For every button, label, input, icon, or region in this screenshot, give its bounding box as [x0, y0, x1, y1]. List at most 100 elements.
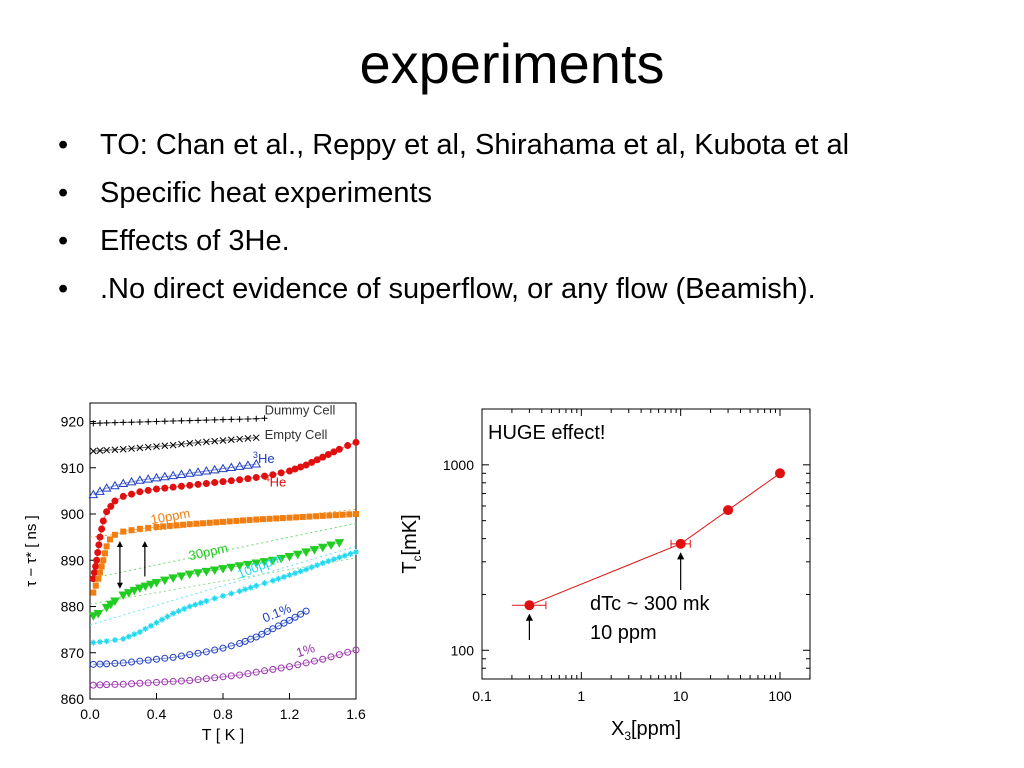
data-point [277, 664, 285, 672]
left-chart: 0.0 0.4 0.8 1.2 1.6 860 870 880 890 900 910 920 T [ … [23, 402, 366, 744]
data-point [98, 563, 105, 570]
data-point [153, 655, 160, 663]
data-point [159, 471, 170, 481]
data-point [103, 660, 111, 668]
bullet-text: Effects of 3He. [100, 225, 290, 257]
data-point [135, 475, 145, 484]
right-chart: 0.1 1 10 100 100 1000 X3[ppm] Tc[mK] HUGE effect… [399, 408, 811, 743]
data-point [306, 513, 313, 520]
data-point [101, 483, 112, 492]
data-point [202, 648, 210, 656]
data-point [120, 419, 127, 426]
data-point [119, 680, 127, 688]
data-point [325, 558, 332, 565]
series-label-superscript: 3 [253, 450, 258, 460]
data-point [259, 558, 270, 567]
data-point [211, 646, 219, 654]
data-point [103, 508, 111, 516]
data-point [339, 511, 346, 518]
data-point [327, 653, 335, 661]
data-point [326, 541, 336, 550]
data-point [184, 570, 195, 580]
y-tick-label: 900 [61, 506, 85, 522]
data-point [145, 418, 152, 425]
data-point [136, 488, 144, 496]
data-point [203, 597, 210, 604]
data-point [219, 478, 227, 486]
x-tick-label: 1.2 [280, 706, 300, 722]
data-point [128, 658, 136, 666]
series-4He: 4He [89, 438, 360, 583]
data-point [228, 416, 235, 423]
data-point [261, 580, 268, 587]
data-point [353, 511, 359, 517]
data-point [103, 446, 110, 454]
data-point [111, 659, 119, 667]
data-point [186, 417, 193, 424]
data-point [111, 497, 119, 505]
series-30ppm: 30ppm [88, 539, 345, 621]
series-Dummy-Cell: Dummy Cell [90, 403, 335, 427]
data-point [675, 538, 686, 549]
data-point [313, 456, 321, 464]
y-axis-label-rest: [mK] [399, 514, 421, 555]
data-point [194, 676, 202, 684]
data-point [261, 415, 268, 422]
data-point [99, 517, 107, 525]
data-point [314, 562, 321, 569]
data-point [96, 569, 103, 576]
data-point [128, 527, 135, 534]
data-point [92, 562, 100, 570]
y-axis-label-main: T [399, 561, 421, 573]
bullet-text: .No direct evidence of superflow, or any… [100, 273, 816, 305]
data-point [319, 512, 326, 519]
data-point [161, 484, 169, 492]
data-point [110, 480, 120, 490]
data-point [123, 589, 134, 598]
data-point [251, 559, 262, 569]
data-point [243, 560, 253, 570]
y-tick-label: 880 [61, 599, 85, 615]
data-point [107, 502, 115, 510]
data-point [263, 627, 271, 635]
y-axis-label: Tc[mK] [399, 514, 424, 573]
data-point [151, 578, 162, 588]
data-point [161, 654, 169, 662]
data-point [211, 674, 219, 682]
data-point [100, 557, 107, 564]
data-point [243, 460, 253, 469]
data-point [244, 670, 252, 678]
x-axis-label-main: X [611, 718, 624, 740]
bullet-dot: • [58, 177, 69, 209]
data-point [301, 548, 311, 557]
data-point [220, 416, 226, 423]
data-point [227, 436, 235, 444]
data-point [209, 464, 220, 474]
data-point [302, 607, 310, 615]
data-point [226, 518, 233, 525]
data-point [308, 458, 316, 466]
data-point [153, 485, 160, 493]
data-point [302, 461, 310, 469]
data-point [219, 437, 227, 444]
data-point [227, 642, 235, 650]
data-point [146, 580, 156, 590]
data-point [218, 463, 228, 473]
data-point [89, 575, 97, 583]
data-point [129, 586, 140, 596]
data-point [119, 492, 127, 500]
data-point [135, 584, 145, 594]
data-point [186, 677, 194, 684]
data-point [275, 575, 282, 582]
data-point [280, 573, 287, 580]
data-point [253, 415, 260, 422]
data-point [261, 472, 269, 480]
data-point [252, 668, 260, 676]
data-point [89, 660, 97, 668]
data-point [227, 672, 235, 680]
data-point [299, 513, 306, 520]
bullet-list: • TO: Chan et al., Reppy et al, Shirahama… [56, 128, 986, 320]
bullet-text: Specific heat experiments [100, 177, 433, 209]
data-point [120, 635, 127, 642]
slide-title: experiments [359, 32, 665, 95]
